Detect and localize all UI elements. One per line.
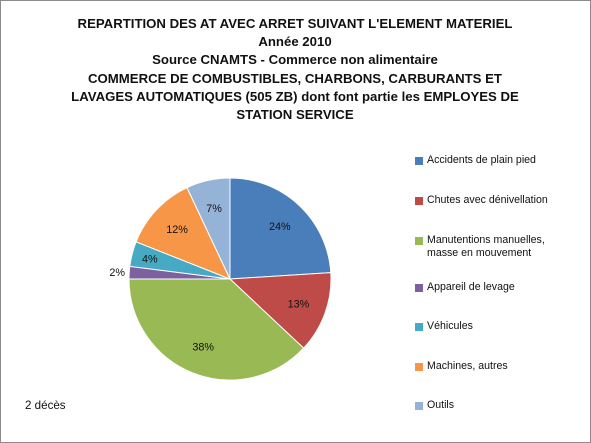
title-line: Source CNAMTS - Commerce non alimentaire xyxy=(152,52,438,68)
data-label: 24% xyxy=(269,221,291,233)
legend-label: Appareil de levage xyxy=(427,281,515,293)
legend-item: Outils xyxy=(415,399,580,412)
data-label: 12% xyxy=(166,224,188,236)
title-line: STATION SERVICE xyxy=(236,107,354,123)
legend-label: Outils xyxy=(427,399,455,411)
legend-item: Machines, autres xyxy=(415,360,580,373)
legend-label: Machines, autres xyxy=(427,360,508,372)
legend-item: Manutentions manuelles, masse en mouveme… xyxy=(415,234,580,260)
pie-slice xyxy=(135,186,231,280)
legend-label: Chutes avec dénivellation xyxy=(427,194,548,206)
legend-swatch xyxy=(415,402,423,410)
legend-swatch xyxy=(415,157,423,165)
pie-slice xyxy=(128,278,305,381)
data-label: 4% xyxy=(142,253,158,265)
data-label: 2% xyxy=(109,267,125,279)
legend-item: Accidents de plain pied xyxy=(415,154,580,167)
footnote: 2 décès xyxy=(25,399,66,412)
pie-slice xyxy=(229,177,332,280)
legend-item: Appareil de levage xyxy=(415,281,580,294)
legend-swatch xyxy=(415,284,423,292)
legend-item: Chutes avec dénivellation xyxy=(415,194,580,207)
data-label: 13% xyxy=(288,299,310,311)
legend-swatch xyxy=(415,363,423,371)
title-line: REPARTITION DES AT AVEC ARRET SUIVANT L'… xyxy=(77,16,513,31)
data-label: 7% xyxy=(206,203,222,215)
title-line: COMMERCE DE COMBUSTIBLES, CHARBONS, CARB… xyxy=(88,70,502,86)
chart-title: REPARTITION DES AT AVEC ARRET SUIVANT L'… xyxy=(15,15,575,124)
legend-swatch xyxy=(415,323,423,331)
title-line: LAVAGES AUTOMATIQUES (505 ZB) dont font … xyxy=(71,88,519,104)
pie-slice xyxy=(228,272,332,349)
legend-swatch xyxy=(415,237,423,245)
title-line: Année 2010 xyxy=(258,34,332,50)
legend-item: Véhicules xyxy=(415,320,580,333)
legend-label: Manutentions manuelles, masse en mouveme… xyxy=(427,234,545,260)
legend-label: Accidents de plain pied xyxy=(427,154,536,166)
legend-swatch xyxy=(415,197,423,205)
legend-label: Véhicules xyxy=(427,320,473,332)
pie-slice xyxy=(186,177,231,280)
data-label: 38% xyxy=(192,342,214,354)
